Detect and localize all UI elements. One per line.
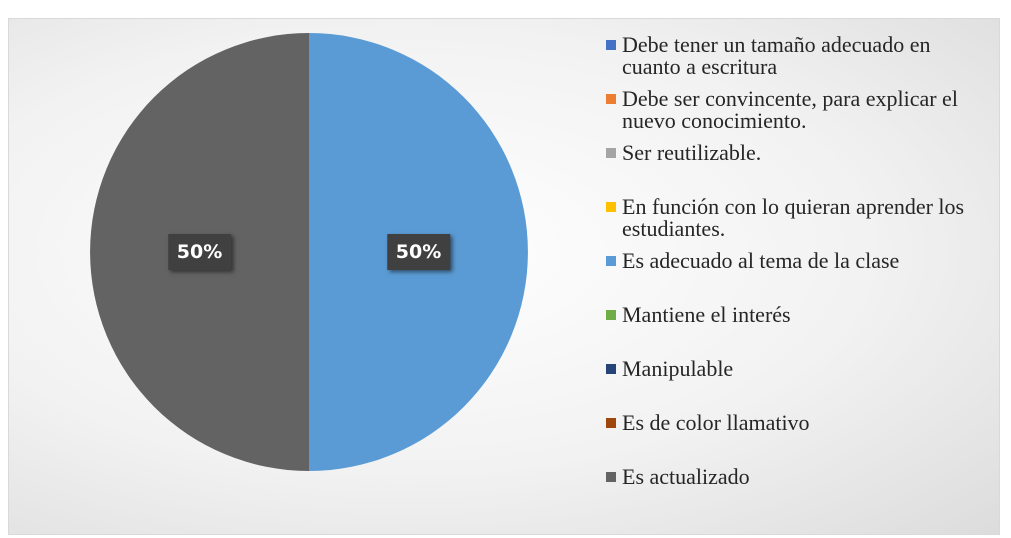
data-label: 50% (167, 234, 232, 270)
legend-entry: Debe tener un tamaño adecuado en cuanto … (600, 34, 970, 88)
legend-label: Ser reutilizable. (622, 140, 762, 165)
legend-swatch (606, 472, 616, 482)
legend-swatch (606, 364, 616, 374)
legend-label: Debe tener un tamaño adecuado en cuanto … (622, 32, 931, 79)
legend-label: Mantiene el interés (622, 302, 791, 327)
legend-label: Es adecuado al tema de la clase (622, 248, 900, 273)
legend-entry: Debe ser convincente, para explicar el n… (600, 88, 970, 142)
legend-swatch (606, 310, 616, 320)
legend-entry: Es actualizado (600, 466, 970, 520)
data-label: 50% (386, 234, 451, 270)
legend-label: Manipulable (622, 356, 734, 381)
legend-swatch (606, 148, 616, 158)
legend-swatch (606, 40, 616, 50)
legend-swatch (606, 94, 616, 104)
legend-entry: Mantiene el interés (600, 304, 970, 358)
legend-label: Es actualizado (622, 464, 750, 489)
legend-entry: En función con lo quieran aprender los e… (600, 196, 970, 250)
legend-entry: Es de color llamativo (600, 412, 970, 466)
legend-entry: Manipulable (600, 358, 970, 412)
legend-swatch (606, 202, 616, 212)
legend: Debe tener un tamaño adecuado en cuanto … (600, 34, 970, 520)
legend-label: Debe ser convincente, para explicar el n… (622, 86, 958, 133)
legend-swatch (606, 256, 616, 266)
legend-label: Es de color llamativo (622, 410, 810, 435)
legend-entry: Es adecuado al tema de la clase (600, 250, 970, 304)
legend-entry: Ser reutilizable. (600, 142, 970, 196)
legend-swatch (606, 418, 616, 428)
legend-label: En función con lo quieran aprender los e… (622, 194, 965, 241)
